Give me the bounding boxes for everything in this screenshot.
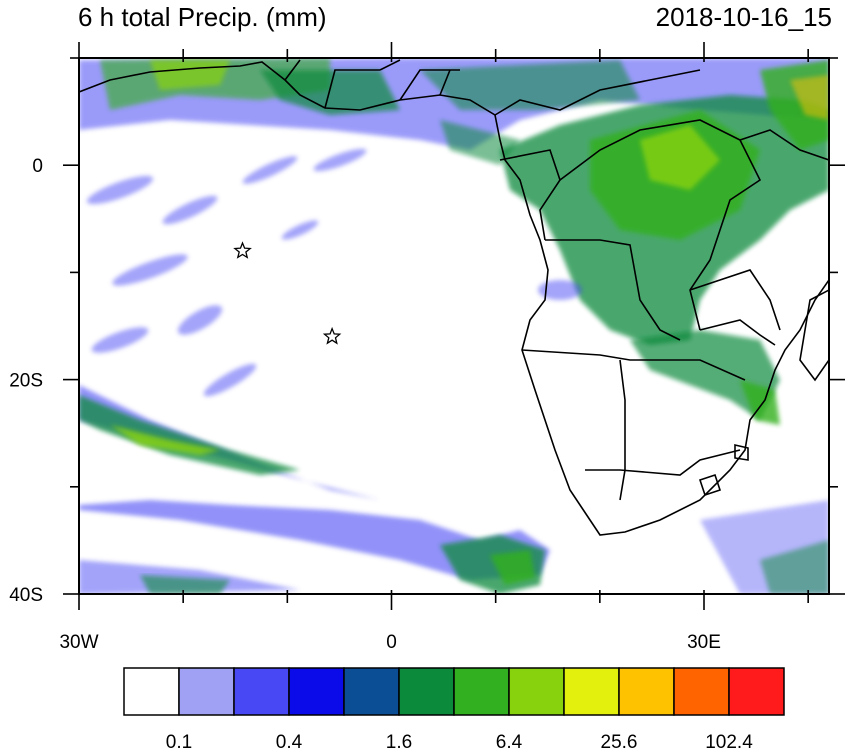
colorbar-label: 1.6: [386, 732, 412, 750]
x-tick-label: 0: [386, 632, 397, 653]
colorbar-swatch: [673, 667, 730, 716]
coastlines: [79, 59, 829, 536]
map-datetime: 2018-10-16_15: [655, 2, 832, 32]
axis-ticks: [63, 42, 845, 610]
x-tick-label: 30E: [687, 632, 721, 653]
y-tick-label: 0: [32, 156, 43, 177]
colorbar-label: 102.4: [705, 732, 753, 750]
map-title: 6 h total Precip. (mm): [78, 2, 327, 32]
colorbar-swatch: [728, 667, 785, 716]
map-frame: [78, 57, 830, 595]
colorbar-swatch: [123, 667, 180, 716]
colorbar-label: 6.4: [496, 732, 523, 750]
colorbar-swatch: [563, 667, 620, 716]
x-tick-label: 30W: [59, 632, 98, 653]
y-tick-label: 40S: [9, 585, 43, 606]
colorbar-swatch: [178, 667, 235, 716]
colorbar-swatch: [618, 667, 675, 716]
colorbar-swatch: [398, 667, 455, 716]
star-marker-2: [322, 326, 342, 345]
y-tick-label: 20S: [9, 371, 43, 392]
colorbar-label: 0.4: [276, 732, 303, 750]
colorbar-swatch: [453, 667, 510, 716]
colorbar-label: 0.1: [166, 732, 192, 750]
marker-stars: [233, 241, 342, 345]
colorbar-swatch: [343, 667, 400, 716]
colorbar-swatch: [508, 667, 565, 716]
star-marker-1: [233, 241, 252, 259]
colorbar-swatch: [233, 667, 290, 716]
colorbar-swatch: [288, 667, 345, 716]
colorbar: 0.1 0.4 1.6 6.4 25.6 102.4: [123, 667, 785, 750]
colorbar-label: 25.6: [601, 732, 638, 750]
